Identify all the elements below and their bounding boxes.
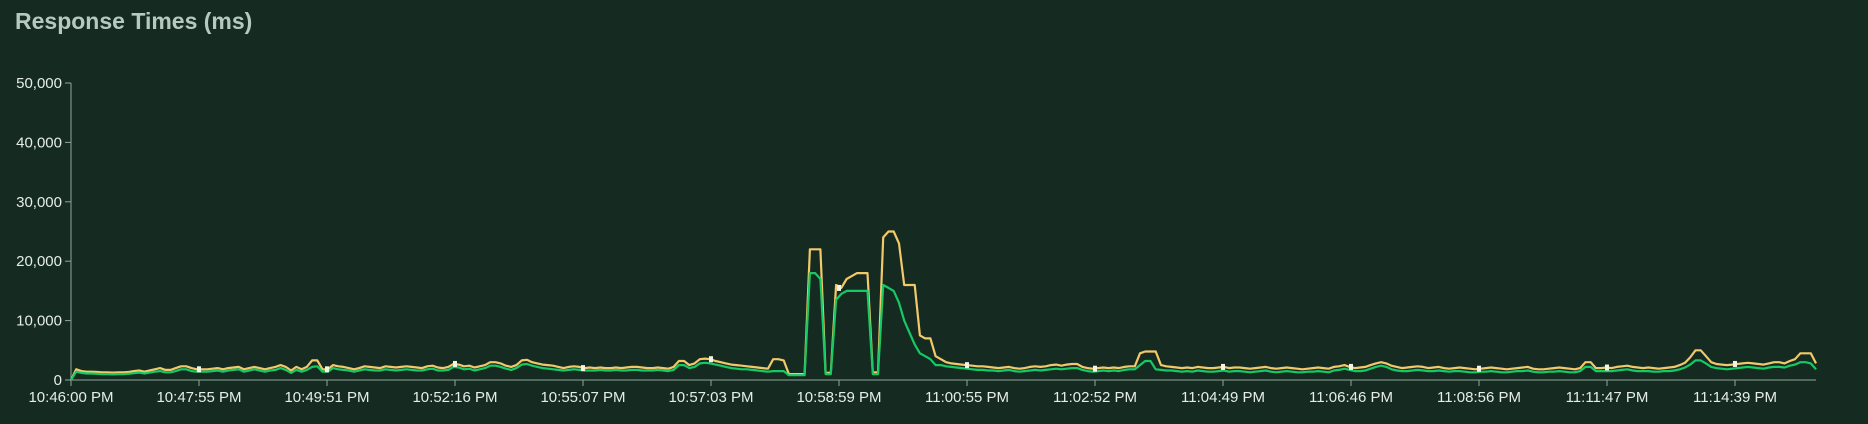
data-point-marker bbox=[1605, 364, 1609, 371]
y-axis-ticks: 0 10,000 20,000 30,000 40,000 50,000 bbox=[16, 75, 71, 389]
data-point-marker bbox=[709, 356, 713, 363]
series-markers bbox=[197, 284, 1737, 373]
x-tick-label: 10:47:55 PM bbox=[156, 389, 241, 406]
y-tick-label: 0 bbox=[54, 372, 62, 389]
x-tick-label: 11:00:55 PM bbox=[925, 389, 1009, 406]
data-point-marker bbox=[1477, 365, 1481, 372]
data-point-marker bbox=[1093, 365, 1097, 372]
data-point-marker bbox=[1221, 363, 1225, 370]
data-point-marker bbox=[1733, 360, 1737, 367]
data-point-marker bbox=[965, 362, 969, 369]
axes bbox=[70, 83, 1816, 381]
x-tick-label: 10:57:03 PM bbox=[668, 389, 753, 406]
x-axis-ticks: 10:46:00 PM 10:47:55 PM 10:49:51 PM 10:52:1… bbox=[28, 380, 1777, 406]
data-point-marker bbox=[837, 284, 841, 291]
series-line-lower bbox=[70, 272, 1817, 381]
y-tick-label: 30,000 bbox=[16, 194, 62, 211]
x-tick-label: 11:11:47 PM bbox=[1566, 389, 1649, 406]
x-tick-label: 10:46:00 PM bbox=[28, 389, 113, 406]
x-tick-label: 11:06:46 PM bbox=[1309, 389, 1393, 406]
data-point-marker bbox=[325, 366, 329, 373]
y-tick-label: 40,000 bbox=[16, 134, 62, 151]
x-tick-label: 11:08:56 PM bbox=[1437, 389, 1521, 406]
y-tick-label: 50,000 bbox=[16, 75, 62, 92]
x-tick-label: 11:02:52 PM bbox=[1053, 389, 1137, 406]
chart-title: Response Times (ms) bbox=[15, 8, 253, 34]
x-tick-label: 10:58:59 PM bbox=[796, 389, 881, 406]
data-point-marker bbox=[1349, 363, 1353, 370]
x-tick-label: 10:55:07 PM bbox=[540, 389, 625, 406]
y-tick-label: 20,000 bbox=[16, 253, 62, 270]
data-point-marker bbox=[581, 365, 585, 372]
series-line-upper bbox=[70, 230, 1817, 381]
y-tick-label: 10,000 bbox=[16, 313, 62, 330]
x-tick-label: 11:04:49 PM bbox=[1181, 389, 1265, 406]
data-point-marker bbox=[453, 360, 457, 367]
x-tick-label: 10:49:51 PM bbox=[284, 389, 369, 406]
data-point-marker bbox=[197, 366, 201, 373]
x-tick-label: 11:14:39 PM bbox=[1693, 389, 1777, 406]
series-lines bbox=[70, 230, 1817, 381]
x-tick-label: 10:52:16 PM bbox=[412, 389, 497, 406]
